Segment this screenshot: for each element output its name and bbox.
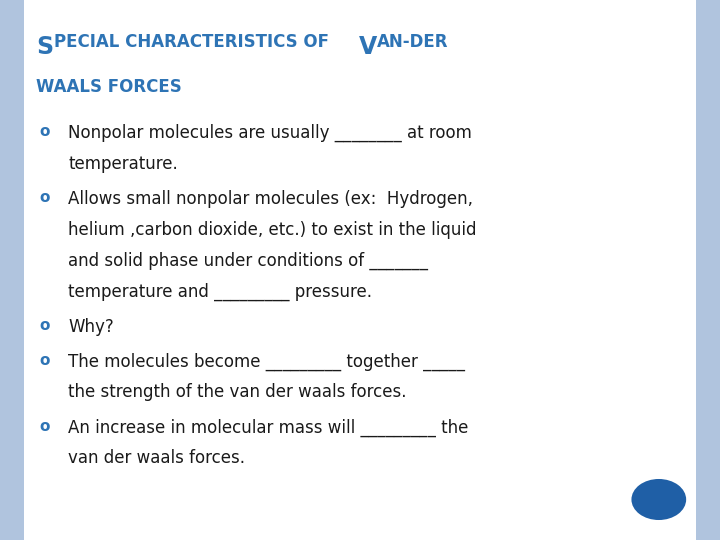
Text: WAALS FORCES: WAALS FORCES — [36, 78, 181, 96]
Text: S: S — [36, 35, 53, 59]
Text: An increase in molecular mass will _________ the: An increase in molecular mass will _____… — [68, 418, 469, 437]
Text: V: V — [359, 35, 377, 59]
Bar — [696, 0, 720, 540]
Text: and solid phase under conditions of _______: and solid phase under conditions of ____… — [68, 252, 428, 270]
Text: temperature.: temperature. — [68, 155, 178, 173]
Text: Nonpolar molecules are usually ________ at room: Nonpolar molecules are usually ________ … — [68, 124, 472, 143]
Text: the strength of the van der waals forces.: the strength of the van der waals forces… — [68, 383, 407, 401]
Text: Allows small nonpolar molecules (ex:  Hydrogen,: Allows small nonpolar molecules (ex: Hyd… — [68, 190, 474, 208]
Text: PECIAL CHARACTERISTICS OF: PECIAL CHARACTERISTICS OF — [54, 33, 335, 51]
Text: AN-DER: AN-DER — [377, 33, 448, 51]
Text: helium ,carbon dioxide, etc.) to exist in the liquid: helium ,carbon dioxide, etc.) to exist i… — [68, 221, 477, 239]
Text: o: o — [40, 124, 50, 139]
Bar — [0, 0, 24, 540]
Text: o: o — [40, 190, 50, 205]
Text: o: o — [40, 318, 50, 333]
Text: o: o — [40, 353, 50, 368]
Text: temperature and _________ pressure.: temperature and _________ pressure. — [68, 282, 372, 301]
Circle shape — [631, 479, 686, 520]
Text: van der waals forces.: van der waals forces. — [68, 449, 246, 467]
Text: Why?: Why? — [68, 318, 114, 335]
Text: The molecules become _________ together _____: The molecules become _________ together … — [68, 353, 465, 371]
Text: o: o — [40, 418, 50, 434]
